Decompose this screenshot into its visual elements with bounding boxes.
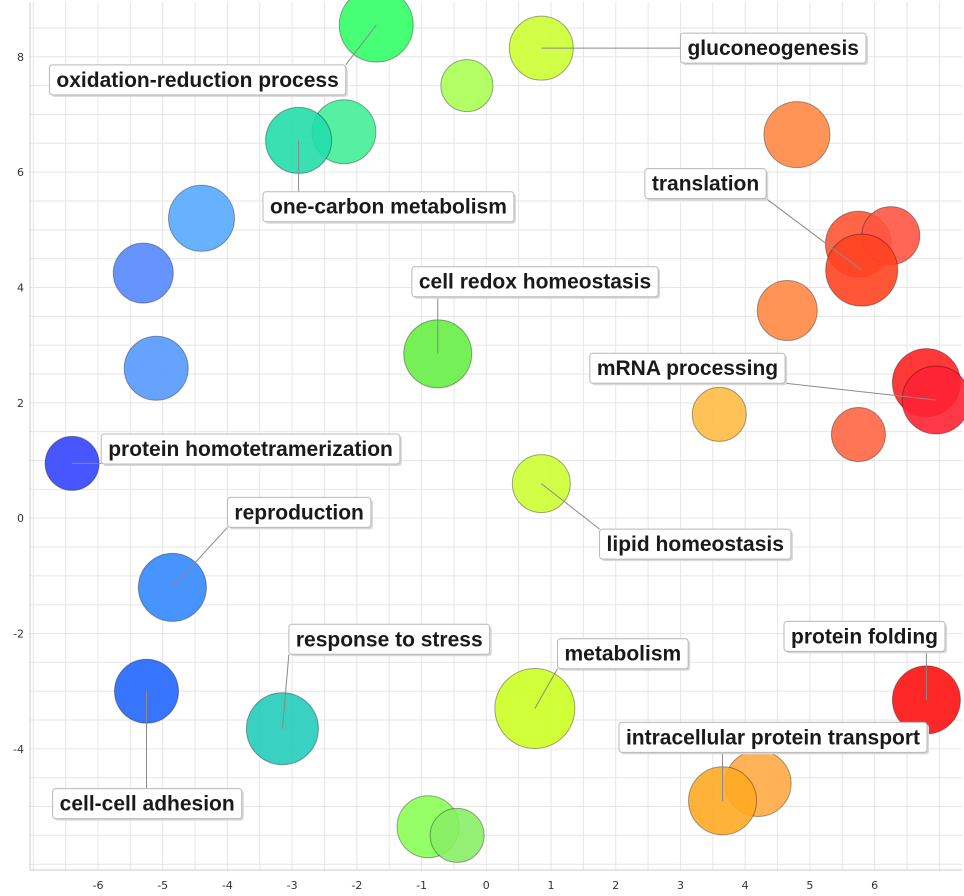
- annotation-label-box: [679, 32, 867, 64]
- bubbles: [44, 0, 964, 863]
- y-tick-label: 2: [17, 397, 24, 410]
- annotation-label-box: [783, 620, 946, 652]
- x-tick-label: -1: [416, 879, 427, 892]
- annotation-leader-line: [785, 382, 937, 401]
- y-tick-label: 4: [17, 281, 24, 294]
- x-tick-label: -6: [92, 879, 103, 892]
- annotation-label-text: intracellular protein transport: [626, 726, 920, 749]
- annotation-label-text: cell redox homeostasis: [419, 271, 651, 294]
- annotation-label-box: [48, 64, 347, 96]
- annotation-label: translation: [644, 168, 769, 201]
- annotation-leader-line: [172, 527, 228, 588]
- annotation-label-text: oxidation-reduction process: [56, 69, 338, 92]
- annotation-label-box: [226, 496, 372, 528]
- bubble-point: [123, 335, 189, 401]
- annotation-leader-line: [345, 24, 377, 66]
- annotation-leader-line: [540, 483, 600, 530]
- annotation-label-box: [262, 191, 515, 223]
- annotation-label: protein folding: [783, 620, 947, 654]
- annotation-label: lipid homeostasis: [599, 528, 793, 562]
- annotation-label-box: [52, 788, 243, 820]
- annotation-label-box: [618, 721, 928, 753]
- annotation-label-text: translation: [652, 173, 759, 196]
- annotation-label: one-carbon metabolism: [262, 191, 516, 224]
- x-tick-label: -3: [287, 879, 298, 892]
- annotation-label: response to stress: [288, 623, 492, 657]
- annotation-label-text: one-carbon metabolism: [270, 196, 507, 219]
- annotation-label-box: [411, 266, 659, 298]
- annotation-label-box: [288, 623, 491, 655]
- x-tick-label: -2: [351, 879, 362, 892]
- bubble-point: [440, 59, 494, 113]
- annotation-label-text: protein folding: [791, 625, 938, 648]
- annotation-leader-line: [765, 198, 862, 271]
- annotation-label: reproduction: [226, 496, 373, 530]
- bubble-point: [756, 280, 818, 342]
- x-tick-label: 6: [871, 879, 878, 892]
- x-tick-label: 4: [742, 879, 749, 892]
- annotation-label-box: [100, 433, 401, 465]
- annotation-label: metabolism: [556, 638, 691, 671]
- annotation-label-text: metabolism: [564, 643, 681, 666]
- annotation-label-text: gluconeogenesis: [687, 37, 859, 60]
- x-tick-label: 3: [677, 879, 684, 892]
- annotation-label: cell redox homeostasis: [411, 266, 661, 299]
- annotation-label-text: reproduction: [234, 501, 364, 524]
- bubble-point: [691, 386, 747, 442]
- annotation-label-text: lipid homeostasis: [607, 533, 784, 556]
- annotation-label-box: [644, 168, 767, 200]
- y-tick-label: -2: [13, 628, 24, 641]
- annotation-labels: oxidation-reduction process gluconeogenes…: [48, 32, 947, 821]
- axes: -6 -5 -4 -3 -2 -1 0 1 2 3 4 5 6 -4 -2 0 2 4 6 8: [13, 2, 962, 892]
- x-tick-label: 5: [806, 879, 813, 892]
- annotation-label: protein homotetramerization: [100, 433, 402, 466]
- bubble-point: [168, 184, 236, 252]
- y-tick-label: 6: [17, 166, 24, 179]
- x-tick-label: -4: [222, 879, 233, 892]
- bubble-point: [763, 101, 831, 169]
- annotation-leader-line: [281, 654, 290, 729]
- y-tick-label: -4: [13, 743, 24, 756]
- y-tick-label: 0: [17, 512, 24, 525]
- x-tick-label: 2: [612, 879, 619, 892]
- annotation-leaders: [72, 24, 937, 801]
- annotation-label-box: [589, 352, 786, 384]
- annotation-label: cell-cell adhesion: [52, 788, 244, 821]
- annotation-leader-line: [534, 668, 558, 709]
- annotation-label: oxidation-reduction process: [48, 64, 348, 97]
- annotation-label-box: [556, 638, 689, 670]
- annotation-label-text: response to stress: [296, 628, 483, 651]
- bubble-point: [338, 0, 414, 63]
- annotation-label: gluconeogenesis: [679, 32, 869, 66]
- bubble-point: [830, 407, 886, 463]
- x-tick-label: 1: [548, 879, 555, 892]
- annotation-label: intracellular protein transport: [618, 721, 930, 755]
- y-tick-label: 8: [17, 51, 24, 64]
- annotation-label-text: protein homotetramerization: [108, 438, 393, 461]
- x-tick-label: 0: [483, 879, 490, 892]
- annotation-label-box: [599, 528, 792, 560]
- bubble-point: [429, 807, 485, 863]
- annotation-label: mRNA processing: [589, 352, 788, 386]
- annotation-label-text: mRNA processing: [597, 357, 778, 380]
- bubble-point: [112, 242, 174, 304]
- x-tick-label: -5: [157, 879, 168, 892]
- annotation-label-text: cell-cell adhesion: [60, 793, 235, 816]
